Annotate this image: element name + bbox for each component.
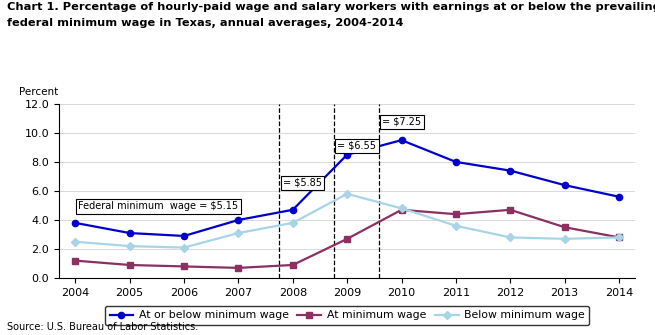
Text: = $5.85: = $5.85 (283, 178, 322, 188)
Text: Source: U.S. Bureau of Labor Statistics.: Source: U.S. Bureau of Labor Statistics. (7, 322, 198, 332)
At or below minimum wage (126, 231, 134, 235)
At or below minimum wage (452, 160, 460, 164)
At or below minimum wage (71, 221, 79, 225)
Below minimum wage (615, 236, 623, 240)
At minimum wage (452, 212, 460, 216)
Line: Below minimum wage: Below minimum wage (72, 191, 622, 251)
At or below minimum wage (289, 208, 297, 212)
Text: = $6.55: = $6.55 (337, 141, 377, 151)
Legend: At or below minimum wage, At minimum wage, Below minimum wage: At or below minimum wage, At minimum wag… (105, 306, 589, 325)
At minimum wage (289, 263, 297, 267)
Text: Chart 1. Percentage of hourly-paid wage and salary workers with earnings at or b: Chart 1. Percentage of hourly-paid wage … (7, 2, 655, 12)
At or below minimum wage (615, 195, 623, 199)
Text: Percent: Percent (18, 87, 58, 97)
Below minimum wage (71, 240, 79, 244)
Below minimum wage (126, 244, 134, 248)
Below minimum wage (180, 246, 188, 250)
At or below minimum wage (343, 153, 351, 157)
At or below minimum wage (180, 234, 188, 238)
Below minimum wage (561, 237, 569, 241)
Below minimum wage (234, 231, 242, 235)
At minimum wage (71, 259, 79, 263)
At or below minimum wage (506, 169, 514, 173)
Below minimum wage (452, 224, 460, 228)
At minimum wage (343, 237, 351, 241)
Below minimum wage (506, 236, 514, 240)
At or below minimum wage (561, 183, 569, 187)
At minimum wage (561, 225, 569, 229)
Below minimum wage (398, 206, 405, 210)
Below minimum wage (343, 192, 351, 196)
Line: At or below minimum wage: At or below minimum wage (72, 137, 622, 239)
At minimum wage (398, 208, 405, 212)
Text: Federal minimum  wage = $5.15: Federal minimum wage = $5.15 (78, 201, 238, 211)
At minimum wage (126, 263, 134, 267)
At or below minimum wage (234, 218, 242, 222)
At minimum wage (234, 266, 242, 270)
At or below minimum wage (398, 138, 405, 142)
At minimum wage (615, 236, 623, 240)
Text: = $7.25: = $7.25 (383, 117, 422, 127)
Text: federal minimum wage in Texas, annual averages, 2004-2014: federal minimum wage in Texas, annual av… (7, 18, 403, 28)
Line: At minimum wage: At minimum wage (72, 207, 622, 271)
At minimum wage (506, 208, 514, 212)
At minimum wage (180, 264, 188, 268)
Below minimum wage (289, 221, 297, 225)
